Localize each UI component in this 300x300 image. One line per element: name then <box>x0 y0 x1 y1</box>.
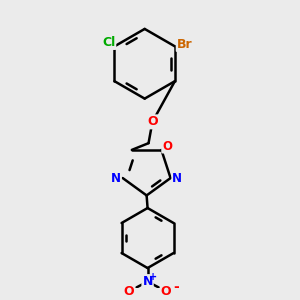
Text: N: N <box>142 275 153 288</box>
Text: Br: Br <box>177 38 192 51</box>
Text: O: O <box>124 285 134 298</box>
Text: +: + <box>149 272 158 282</box>
Text: N: N <box>172 172 182 184</box>
Text: -: - <box>173 280 178 294</box>
Text: N: N <box>111 172 121 184</box>
Text: O: O <box>147 116 158 128</box>
Text: O: O <box>162 140 172 152</box>
Text: Cl: Cl <box>102 36 115 49</box>
Text: O: O <box>161 285 171 298</box>
